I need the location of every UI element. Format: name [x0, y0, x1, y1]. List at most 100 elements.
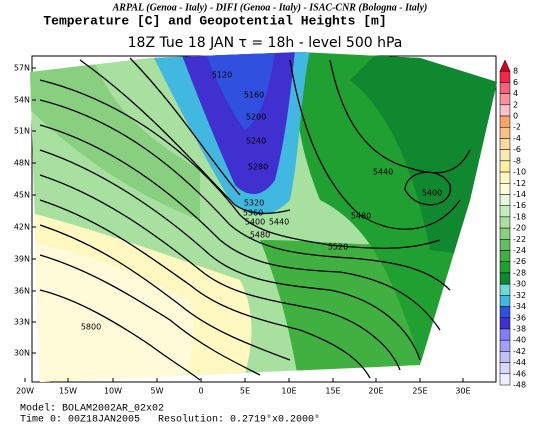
colorbar-label: -22: [513, 235, 526, 244]
colorbar-label: 6: [513, 78, 518, 87]
colorbar-label: -10: [513, 168, 526, 177]
lat-label: 51N: [14, 127, 30, 136]
colorbar-box: [499, 283, 511, 296]
contour-label: 5480: [351, 212, 371, 221]
colorbar-box: [499, 227, 511, 240]
lon-label: 20E: [368, 387, 383, 396]
colorbar-box: [499, 149, 511, 162]
lon-label: 0: [198, 387, 203, 396]
colorbar-label: -36: [513, 313, 526, 322]
lon-label: 25E: [412, 387, 427, 396]
colorbar-box: [499, 59, 511, 72]
colorbar-box: [499, 82, 511, 94]
contour-label: 5360: [243, 209, 263, 218]
colorbar-box: [499, 115, 511, 128]
map-title: Temperature [C] and Geopotential Heights…: [43, 13, 386, 28]
contour-label: 5280: [248, 163, 268, 172]
colorbar-box: [499, 138, 511, 150]
colorbar-box: [499, 317, 511, 330]
lat-label: 30N: [14, 349, 30, 358]
lat-label: 45N: [14, 191, 30, 200]
colorbar-label: -8: [513, 156, 521, 165]
height-contours: [39, 57, 471, 381]
model-info: Model: BOLAM2002AR_02x02: [20, 403, 164, 415]
lon-label: 5W: [151, 387, 164, 396]
contour-label: 5440: [373, 168, 393, 177]
colorbar-box: [499, 160, 511, 173]
colorbar-label: -48: [513, 381, 526, 390]
colorbar-box: [499, 272, 511, 285]
colorbar-label: -30: [513, 280, 526, 289]
lon-label: 5E: [240, 387, 250, 396]
colorbar-box: [499, 362, 511, 375]
lon-label: 15W: [59, 387, 77, 396]
resolution-info: Resolution: 0.2719°x0.2000°: [158, 414, 320, 426]
lat-label: 33N: [14, 318, 30, 327]
colorbar-label: 8: [513, 67, 518, 76]
lat-label: 39N: [14, 255, 30, 264]
colorbar-label: 2: [513, 100, 518, 109]
contour-label: 5400: [422, 189, 442, 198]
colorbar-box: [499, 328, 511, 341]
colorbar-label: -42: [513, 347, 526, 356]
map-subtitle: 18Z Tue 18 JAN τ = 18h - level 500 hPa: [128, 35, 403, 51]
colorbar-label: -4: [513, 134, 521, 143]
colorbar-label: -14: [513, 190, 526, 199]
institutions: ARPAL (Genoa - Italy) - DIFI (Genoa - It…: [112, 2, 428, 13]
lon-label: 15E: [325, 387, 340, 396]
colorbar-label: -46: [513, 369, 526, 378]
colorbar-label: -18: [513, 212, 526, 221]
lat-label: 42N: [14, 223, 30, 232]
colorbar-box: [499, 250, 511, 262]
contour-label: 5240: [246, 137, 266, 146]
colorbar-box: [499, 104, 511, 117]
lon-label: 10E: [281, 387, 296, 396]
colorbar-box: [499, 216, 511, 229]
lat-label: 36N: [14, 287, 30, 296]
colorbar-label: -32: [513, 291, 526, 300]
contour-label: 5800: [81, 323, 101, 332]
colorbar-label: -34: [513, 302, 526, 311]
colorbar-box: [499, 373, 511, 386]
colorbar-box: [499, 351, 511, 363]
contour-label: 5520: [328, 243, 348, 252]
contour-label: 5480: [250, 231, 270, 240]
colorbar-box: [499, 239, 511, 251]
lon-label: 20W: [16, 387, 34, 396]
contour-label: 5200: [246, 113, 266, 122]
contour-label: 5120: [212, 71, 232, 80]
contour-label: 5440: [269, 218, 289, 227]
colorbar-box: [499, 171, 511, 184]
colorbar-box: [499, 126, 511, 139]
colorbar-label: -28: [513, 268, 526, 277]
colorbar-label: -2: [513, 123, 521, 132]
contour-label: 5160: [244, 91, 264, 100]
colorbar-box: [499, 295, 511, 307]
lon-label: 10W: [104, 387, 122, 396]
colorbar-box: [499, 194, 511, 206]
colorbar-label: 0: [513, 112, 518, 121]
colorbar-label: -12: [513, 179, 526, 188]
time-info: Time 0: 00Z18JAN2005: [20, 414, 140, 426]
lat-label: 48N: [14, 159, 30, 168]
lon-label: 30E: [455, 387, 470, 396]
colorbar-box: [499, 261, 511, 274]
lat-label: 54N: [14, 96, 30, 105]
colorbar-label: -24: [513, 246, 526, 255]
contour-label: 5400: [245, 218, 265, 227]
colorbar-label: -20: [513, 224, 526, 233]
colorbar-label: -16: [513, 201, 526, 210]
colorbar-label: -26: [513, 257, 526, 266]
colorbar-label: -6: [513, 145, 521, 154]
contour-label: 5320: [244, 199, 264, 208]
colorbar-box: [499, 70, 511, 83]
colorbar-box: [499, 339, 511, 352]
colorbar-box: [499, 205, 511, 218]
lat-label: 57N: [14, 64, 30, 73]
colorbar-box: [499, 306, 511, 319]
colorbar-label: 4: [513, 89, 518, 98]
colorbar-label: -40: [513, 336, 526, 345]
colorbar-box: [499, 93, 511, 106]
colorbar-box: [499, 183, 511, 195]
